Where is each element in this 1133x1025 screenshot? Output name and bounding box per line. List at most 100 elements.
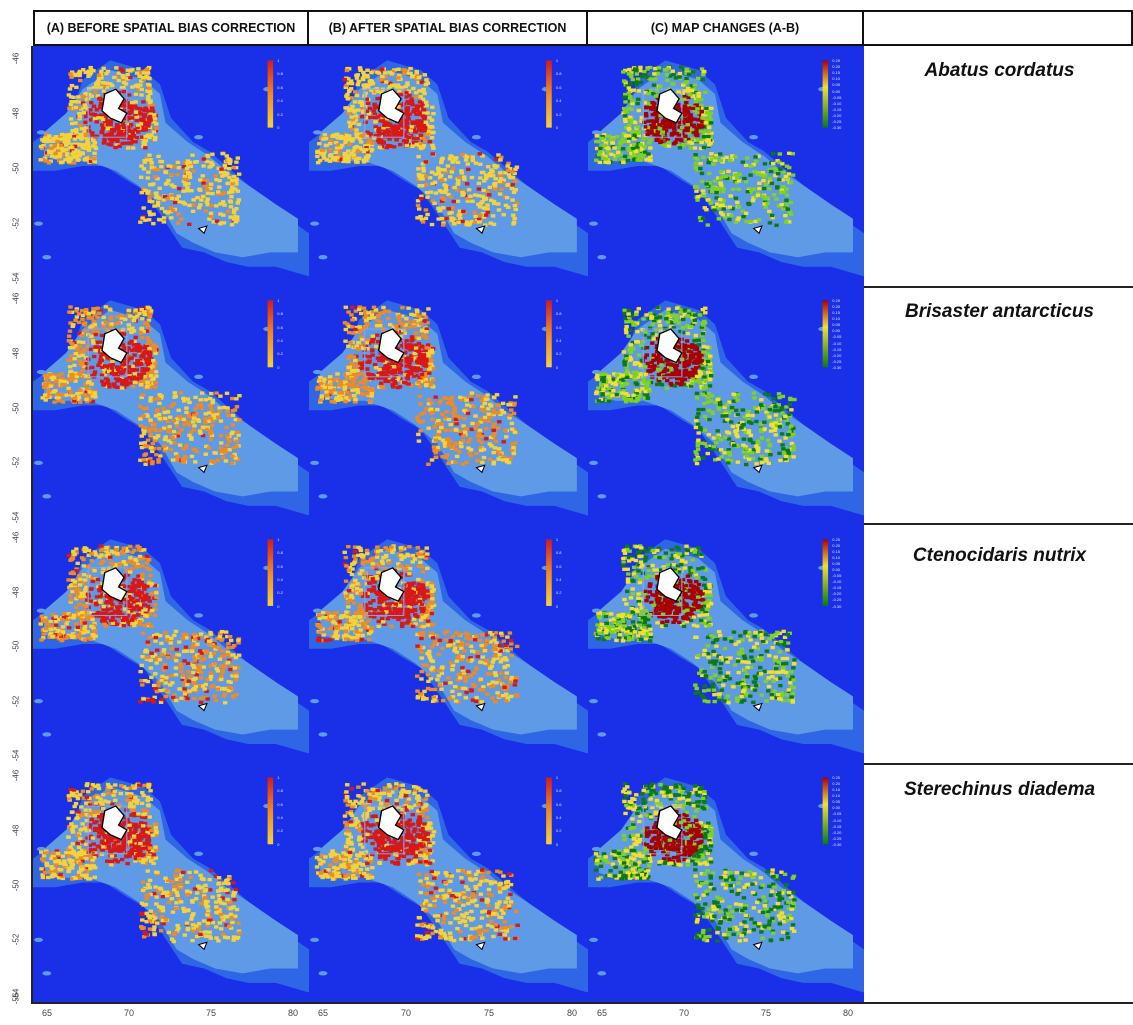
- y-tick-label: -54: [11, 511, 21, 524]
- legend-tick-label: 0.15: [832, 787, 841, 793]
- shelf-patch: [589, 698, 598, 704]
- shelf-patch: [591, 846, 601, 852]
- map-svg: [309, 286, 588, 525]
- map-panel-r2-c1: 1 0.8 0.6 0.4 0.2 0: [33, 286, 309, 525]
- legend-tick-label: -0.30: [832, 364, 842, 370]
- species-label-row-2: Brisaster antarcticus: [904, 301, 1095, 322]
- legend-tick-label: -0.30: [832, 603, 842, 609]
- legend-tick-label: 0.8: [555, 71, 562, 77]
- shelf-patch: [34, 460, 43, 466]
- x-tick-label: 65: [41, 1008, 52, 1018]
- legend-tick-label: -0.25: [832, 597, 842, 603]
- shelf-patch: [589, 460, 598, 466]
- map-svg: [33, 46, 309, 286]
- species-label-row-3: Ctenocidaris nutrix: [912, 545, 1087, 566]
- legend-tick-label: 0: [555, 364, 559, 370]
- island-landmass: [752, 225, 763, 235]
- legend-tick-label: 1: [277, 58, 280, 63]
- legend-tick-label: 0.2: [555, 111, 562, 117]
- legend-tick-label: 0.8: [277, 550, 283, 556]
- legend-colorbar: [822, 60, 829, 128]
- legend-tick-label: 0.20: [832, 781, 841, 787]
- legend-colorbar: [546, 539, 552, 606]
- island-landmass: [752, 702, 763, 712]
- x-tick-label: 70: [400, 1008, 411, 1018]
- island-landmass: [197, 464, 208, 474]
- shelf-patch: [194, 851, 204, 856]
- legend-tick-label: 0.8: [277, 788, 283, 794]
- shelf-patch: [312, 846, 322, 852]
- legend-tick-label: 0.6: [277, 84, 283, 90]
- legend-tick-label: -0.10: [832, 817, 842, 823]
- shelf-patch: [194, 613, 204, 618]
- map-svg: [309, 525, 588, 763]
- legend-tick-label: 0.15: [832, 549, 841, 555]
- map-panel-r2-c2: 1 0.8 0.6 0.4 0.2 0: [309, 286, 588, 525]
- map-svg: [33, 286, 309, 525]
- shelf-patch: [591, 369, 601, 375]
- map-panel-r4-c1: 1 0.8 0.6 0.4 0.2 0: [33, 763, 309, 1002]
- shelf-patch: [42, 971, 52, 976]
- shelf-patch: [597, 255, 607, 260]
- x-tick-label: 80: [566, 1008, 577, 1018]
- row-separator: [864, 763, 1133, 765]
- legend-tick-label: 0: [277, 841, 280, 847]
- shelf-patch: [312, 130, 322, 135]
- probability-cells: [594, 305, 797, 467]
- shelf-patch: [312, 608, 322, 613]
- legend-tick-label: -0.05: [832, 334, 842, 340]
- island-landmass: [475, 464, 486, 474]
- row-separator: [864, 286, 1133, 288]
- y-tick-label: -54: [11, 749, 21, 762]
- shelf-patch: [471, 374, 481, 379]
- island-landmass: [197, 225, 208, 235]
- map-svg: [588, 525, 864, 763]
- shelf-patch: [471, 851, 481, 856]
- island-landmass: [197, 702, 208, 712]
- legend-tick-label: 0.4: [277, 338, 283, 344]
- island-landmass: [475, 225, 486, 235]
- x-tick-label: 80: [287, 1008, 298, 1018]
- shelf-patch: [34, 221, 43, 226]
- island-landmass: [378, 328, 405, 364]
- x-tick-label: 80: [842, 1008, 853, 1018]
- legend-tick-label: 0.25: [832, 297, 841, 303]
- x-tick-label: 65: [596, 1008, 607, 1018]
- shelf-patch: [591, 130, 601, 135]
- map-svg: [309, 46, 588, 286]
- legend-tick-label: -0.20: [832, 591, 842, 597]
- legend-tick-label: 0.15: [832, 70, 841, 76]
- legend-tick-label: 0.20: [832, 304, 841, 310]
- y-tick-label: -50: [11, 162, 21, 175]
- shelf-patch: [318, 971, 328, 976]
- legend-tick-label: 0.4: [555, 98, 562, 104]
- legend-tick-label: -0.25: [832, 835, 842, 841]
- y-tick-label: -56: [11, 992, 21, 1005]
- legend-colorbar: [822, 300, 829, 368]
- island-landmass: [378, 805, 405, 841]
- legend-tick-label: -0.30: [832, 841, 842, 847]
- legend-tick-label: 0.4: [277, 815, 283, 821]
- legend-tick-label: 0: [555, 125, 559, 131]
- y-tick-label: -50: [11, 640, 21, 653]
- species-label-row-1: Abatus cordatus: [924, 60, 1075, 81]
- legend-tick-label: 0.10: [832, 793, 841, 799]
- x-tick-label: 65: [317, 1008, 328, 1018]
- legend-tick-label: 1: [555, 774, 559, 780]
- legend-tick-label: 0.4: [277, 98, 283, 104]
- shelf-patch: [36, 130, 46, 135]
- legend-tick-label: -0.15: [832, 585, 842, 591]
- shelf-patch: [34, 937, 43, 943]
- legend-tick-label: -0.10: [832, 579, 842, 585]
- legend-colorbar: [546, 60, 552, 128]
- map-panel-r4-c3: 0.25 0.20 0.15 0.10 0.05 0.00 -0.05 -0.10 -0.15-…: [588, 763, 864, 1002]
- x-tick-label: 70: [123, 1008, 134, 1018]
- legend-tick-label: 0.00: [832, 805, 841, 811]
- legend-tick-label: 0.6: [277, 563, 283, 569]
- legend-colorbar: [267, 300, 274, 368]
- legend-colorbar: [267, 60, 274, 128]
- shelf-patch: [42, 494, 52, 499]
- species-label-row-4: Sterechinus diadema: [903, 779, 1096, 800]
- legend-colorbar: [546, 300, 552, 368]
